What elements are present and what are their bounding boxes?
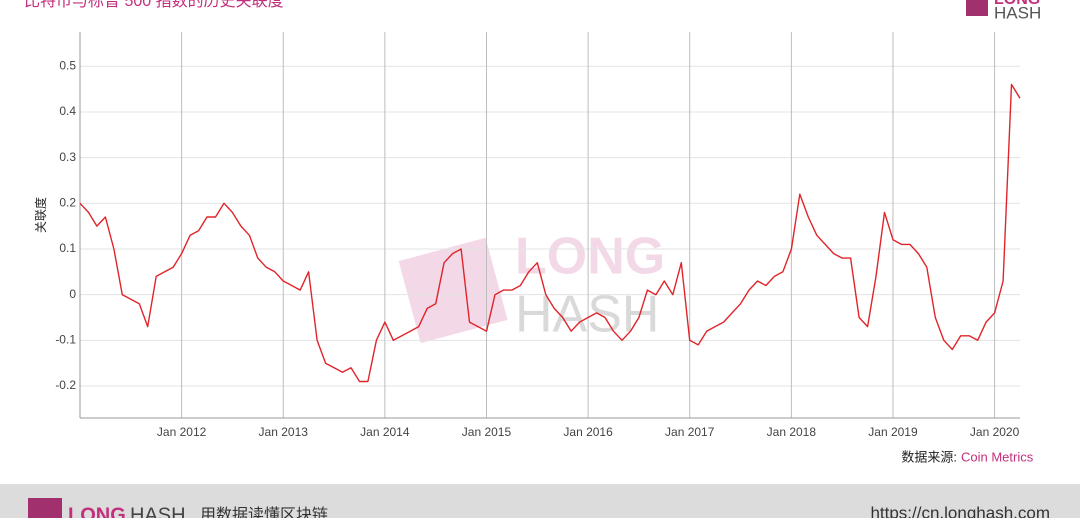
y-tick-label: 0.2	[59, 195, 76, 209]
x-tick-label: Jan 2012	[157, 425, 207, 439]
x-tick-label: Jan 2016	[563, 425, 613, 439]
y-tick-label: 0.1	[59, 241, 76, 255]
watermark-icon	[398, 237, 508, 344]
footer-url: https://cn.longhash.com	[870, 503, 1050, 518]
y-tick-label: 0.4	[59, 104, 76, 118]
watermark-text: HASH	[515, 286, 659, 344]
x-tick-label: Jan 2017	[665, 425, 715, 439]
footer-logo-icon	[28, 498, 62, 518]
x-tick-label: Jan 2020	[970, 425, 1020, 439]
logo-text: LONG	[994, 0, 1040, 8]
x-tick-label: Jan 2014	[360, 425, 410, 439]
logo: LONG HASH	[966, 0, 1041, 22]
watermark: LONG HASH	[398, 228, 665, 344]
line-series	[79, 83, 1021, 383]
y-tick-label: 0	[69, 287, 76, 301]
footer-brand: LONG	[68, 504, 126, 518]
footer-slogan: 用数据读懂区块链	[200, 506, 328, 518]
logo-icon	[966, 0, 988, 16]
source: Coin Metrics	[961, 449, 1034, 464]
y-axis-label: 关联度	[33, 197, 48, 233]
footer	[0, 484, 1080, 518]
watermark-text: LONG	[515, 228, 665, 286]
x-tick-label: Jan 2018	[767, 425, 817, 439]
source-label: 数据来源:	[901, 449, 957, 464]
x-tick-label: Jan 2015	[462, 425, 512, 439]
footer-brand: HASH	[130, 504, 186, 518]
x-tick-label: Jan 2019	[868, 425, 918, 439]
y-tick-label: -0.2	[55, 378, 76, 392]
x-tick-label: Jan 2013	[259, 425, 309, 439]
logo-text: HASH	[994, 3, 1041, 22]
y-tick-label: -0.1	[55, 333, 76, 347]
chart-title: 比特币与标普 500 指数的历史关联度	[24, 0, 284, 10]
y-tick-label: 0.3	[59, 150, 76, 164]
y-tick-label: 0.5	[59, 58, 76, 72]
